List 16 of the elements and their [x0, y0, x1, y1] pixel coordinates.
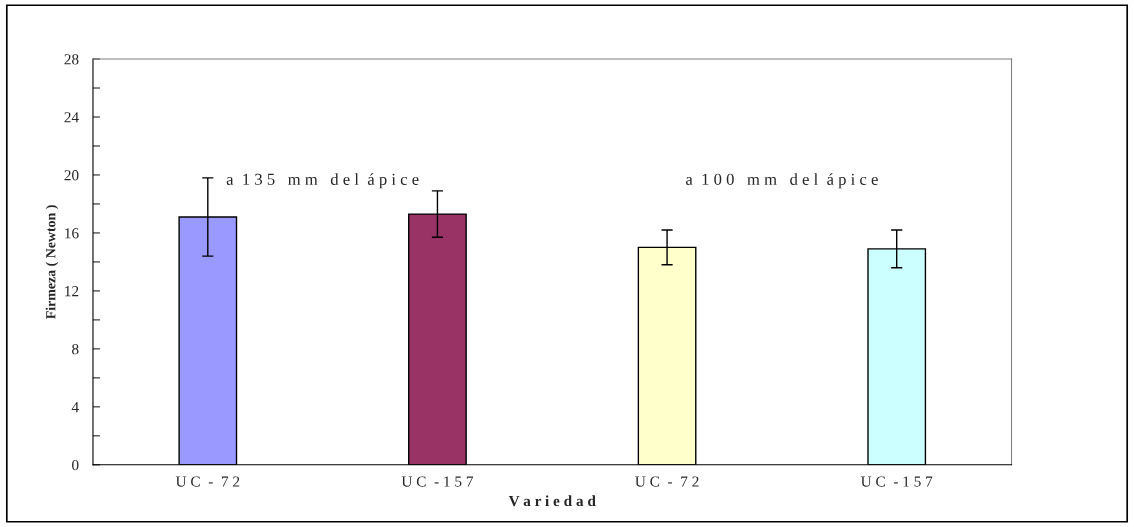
y-tick-label: 8 — [72, 344, 79, 355]
x-tick-label: U C - 1 5 7 — [860, 476, 933, 487]
y-tick-label: 12 — [65, 286, 79, 297]
y-tick-label: 16 — [65, 228, 79, 239]
x-tick-label: U C - 1 5 7 — [401, 476, 474, 487]
y-tick-label: 20 — [64, 170, 79, 181]
annotation: a 1 3 5 m m d e l á p i c e — [226, 173, 419, 189]
y-tick-label: 24 — [64, 112, 79, 123]
y-tick-label: 28 — [64, 54, 79, 65]
y-tick-label: 4 — [71, 402, 79, 413]
x-tick-label: U C - 7 2 — [175, 476, 240, 487]
x-tick-label: U C - 7 2 — [635, 476, 699, 487]
y-tick-label: 0 — [72, 459, 79, 471]
annotation: a 1 0 0 m m d e l á p i c e — [685, 173, 878, 189]
x-axis-title: V a r i e d a d — [508, 495, 596, 507]
y-axis-title: Firmeza ( Newton ) — [45, 205, 59, 319]
